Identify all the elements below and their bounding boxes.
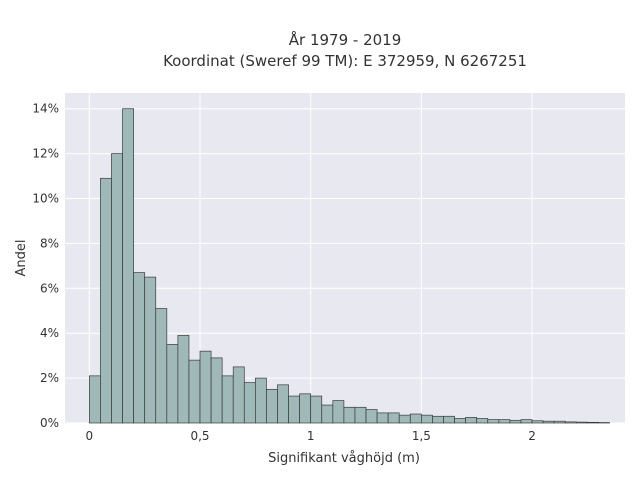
y-tick-label: 0% (40, 416, 59, 430)
histogram-bar (432, 415, 444, 424)
histogram-bar (88, 375, 101, 424)
y-axis-label: Andel (14, 240, 29, 277)
histogram-bar (299, 393, 312, 424)
y-tick-label: 8% (40, 236, 59, 250)
histogram-bar (277, 384, 289, 424)
histogram-bar (587, 421, 599, 424)
x-tick-label: 0,5 (190, 429, 209, 443)
y-tick-label: 14% (32, 102, 59, 116)
histogram-bar (210, 357, 223, 424)
histogram-bar (188, 359, 201, 424)
chart-title-line2: Koordinat (Sweref 99 TM): E 372959, N 62… (163, 52, 527, 70)
histogram-bar (177, 335, 190, 424)
histogram-bar (553, 420, 566, 424)
histogram-bar (321, 404, 334, 424)
x-axis-label: Signifikant våghöjd (m) (268, 451, 420, 466)
histogram-bar (232, 366, 245, 424)
y-tick-label: 6% (40, 281, 59, 295)
y-tick-label: 10% (32, 192, 59, 206)
y-tick-label: 2% (40, 371, 59, 385)
histogram-bar (421, 414, 433, 424)
histogram-bar (454, 418, 466, 424)
histogram-bar (409, 413, 422, 424)
histogram-bar (255, 377, 267, 424)
histogram-bar (144, 276, 157, 424)
chart-title-line1: År 1979 - 2019 (289, 30, 402, 49)
histogram-bar (542, 420, 555, 424)
x-tick-label: 0 (86, 429, 94, 443)
histogram-bar (288, 395, 300, 424)
y-tick-label: 4% (40, 326, 59, 340)
histogram-bar (155, 308, 168, 424)
bars (88, 108, 610, 424)
y-axis-ticks: 0% 2% 4% 6% 8% 10% 12% 14% (32, 102, 59, 430)
histogram-bar (310, 395, 323, 424)
x-tick-label: 2 (528, 429, 536, 443)
histogram-bar (266, 388, 278, 424)
histogram-bar (332, 400, 345, 424)
histogram-bar (111, 153, 123, 424)
histogram-bar (443, 415, 455, 424)
histogram-bar (575, 421, 588, 424)
histogram-bar (520, 419, 533, 424)
histogram-bar (465, 417, 478, 424)
histogram-bar (509, 419, 522, 424)
histogram-bar (243, 382, 256, 424)
histogram-bar (365, 409, 378, 424)
histogram-bar (133, 272, 146, 424)
histogram-bar (487, 419, 500, 424)
x-axis-ticks: 0 0,5 1 1,5 2 (86, 429, 536, 443)
histogram-bar (531, 420, 544, 424)
histogram-bar (476, 418, 489, 424)
y-tick-label: 12% (32, 147, 59, 161)
histogram-bar (564, 421, 577, 424)
histogram-bar (398, 414, 411, 424)
histogram-bar (354, 406, 367, 424)
x-tick-label: 1 (307, 429, 315, 443)
histogram-bar (166, 344, 179, 424)
histogram-bar (343, 406, 356, 424)
histogram-bar (376, 412, 389, 424)
histogram-bar (221, 375, 234, 424)
histogram-bar (122, 108, 134, 424)
x-tick-label: 1,5 (412, 429, 431, 443)
histogram-bar (100, 177, 112, 424)
histogram-bar (498, 419, 511, 424)
histogram-bar (199, 350, 212, 424)
histogram-bar (387, 412, 400, 424)
